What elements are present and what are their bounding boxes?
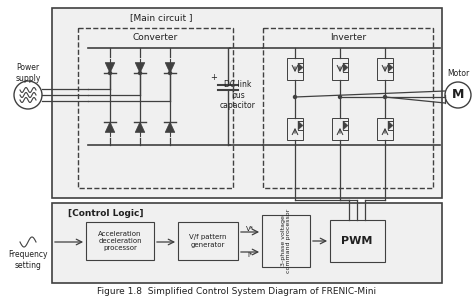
Bar — [178, 222, 238, 260]
Bar — [263, 28, 433, 188]
Polygon shape — [343, 121, 348, 130]
Bar — [78, 28, 233, 188]
Bar — [332, 118, 348, 140]
Bar — [377, 118, 393, 140]
Polygon shape — [388, 63, 393, 72]
Text: M: M — [452, 88, 464, 101]
Bar — [52, 8, 442, 198]
Text: [Control Logic]: [Control Logic] — [68, 209, 144, 218]
Text: Power
supply: Power supply — [15, 63, 41, 83]
Bar — [262, 215, 310, 267]
Text: Motor: Motor — [447, 69, 469, 77]
Bar — [330, 220, 385, 262]
Text: 3-phase voltage
command processor: 3-phase voltage command processor — [281, 209, 292, 273]
Text: I*: I* — [247, 252, 253, 258]
Bar — [287, 58, 303, 80]
Circle shape — [168, 72, 172, 75]
Circle shape — [293, 95, 297, 98]
Polygon shape — [135, 63, 145, 73]
Circle shape — [109, 72, 111, 75]
Text: Frequency
setting: Frequency setting — [8, 250, 48, 270]
Polygon shape — [343, 63, 348, 72]
Polygon shape — [105, 122, 115, 132]
Polygon shape — [388, 121, 393, 130]
Polygon shape — [135, 122, 145, 132]
Text: +: + — [210, 73, 218, 82]
Text: V/f pattern
generator: V/f pattern generator — [189, 234, 227, 247]
Bar — [332, 58, 348, 80]
Text: PWM: PWM — [341, 236, 373, 246]
Text: Figure 1.8  Simplified Control System Diagram of FRENIC-Mini: Figure 1.8 Simplified Control System Dia… — [98, 287, 376, 296]
Text: Inverter: Inverter — [330, 33, 366, 42]
Text: V*: V* — [246, 226, 254, 232]
Bar — [287, 118, 303, 140]
Polygon shape — [165, 122, 175, 132]
Polygon shape — [165, 63, 175, 73]
Text: Converter: Converter — [133, 33, 178, 42]
Text: Acceleration
deceleration
processor: Acceleration deceleration processor — [98, 231, 142, 251]
Polygon shape — [298, 63, 303, 72]
Polygon shape — [105, 63, 115, 73]
Bar — [377, 58, 393, 80]
Circle shape — [138, 72, 142, 75]
Bar — [52, 203, 442, 283]
Circle shape — [338, 95, 341, 98]
Polygon shape — [298, 121, 303, 130]
Bar — [86, 222, 154, 260]
Text: DC link
bus
capacitor: DC link bus capacitor — [220, 80, 256, 110]
Text: [Main circuit ]: [Main circuit ] — [130, 14, 192, 23]
Circle shape — [383, 95, 386, 98]
